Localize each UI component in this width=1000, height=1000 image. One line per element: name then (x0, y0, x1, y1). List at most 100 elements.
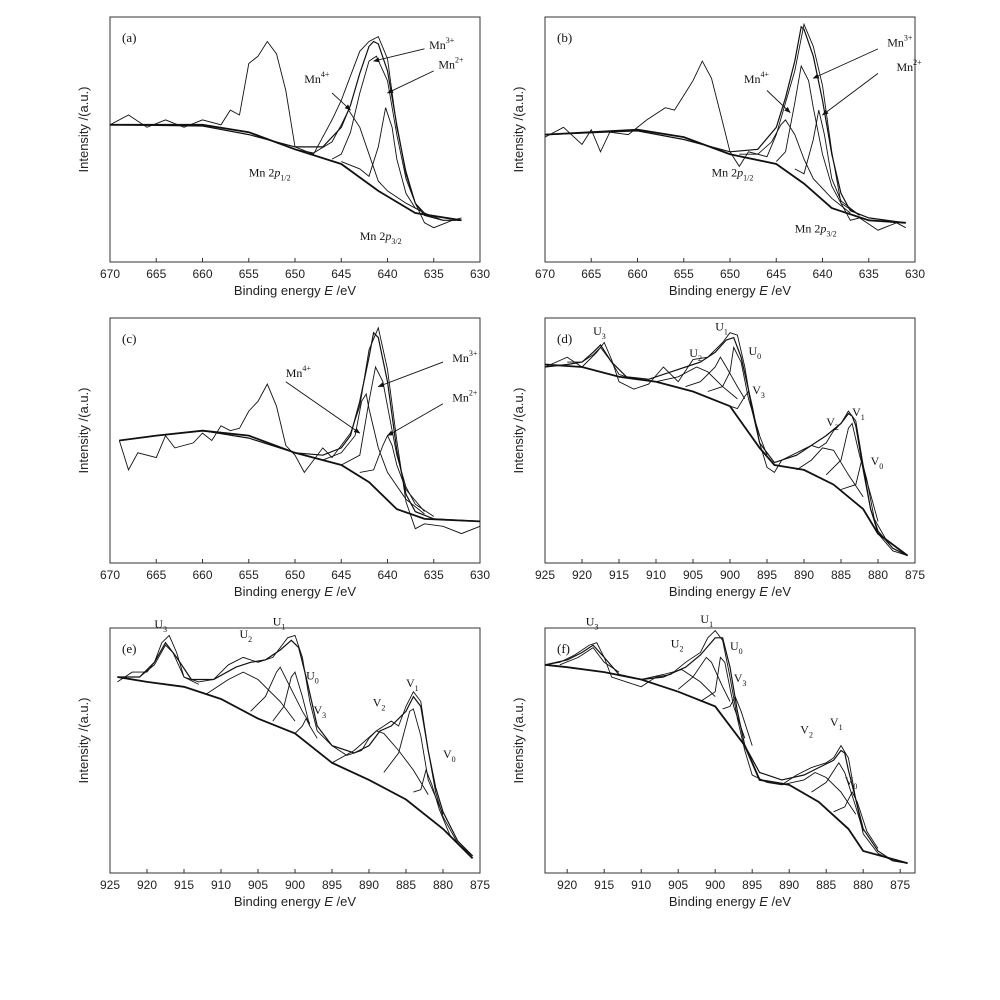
series-mn3plus (331, 55, 444, 221)
x-tick-label: 655 (239, 267, 259, 281)
y-axis-label: Intensity /(a.u.) (76, 87, 91, 173)
x-tick-label: 670 (100, 267, 120, 281)
panel-label: (e) (122, 641, 136, 656)
peak-annotation: V3 (314, 703, 327, 720)
series-fit-envelope (119, 331, 481, 522)
series-v3 (722, 695, 753, 746)
peak-annotation: U2 (689, 346, 702, 363)
x-tick-label: 660 (192, 267, 212, 281)
x-tick-label: 910 (646, 568, 666, 582)
series-mn3plus (341, 365, 435, 517)
panel-label: (f) (557, 641, 570, 656)
x-tick-label: 645 (331, 267, 351, 281)
peak-annotation: V0 (443, 747, 456, 764)
y-axis-label: Intensity /(a.u.) (76, 388, 91, 474)
peak-annotation: V0 (871, 454, 884, 471)
series-u2 (641, 669, 716, 697)
x-tick-label: 885 (816, 878, 836, 892)
series-v2 (331, 730, 429, 795)
x-tick-label: 925 (535, 568, 555, 582)
series-mn4plus (294, 109, 425, 214)
x-tick-label: 655 (674, 267, 694, 281)
plot-frame (109, 317, 481, 564)
peak-annotation: Mn 2p3/2 (360, 229, 402, 246)
series-fit-envelope (544, 336, 908, 557)
x-tick-label: 640 (377, 267, 397, 281)
baseline-line (119, 429, 481, 523)
series-u1 (250, 666, 311, 724)
x-tick-label: 900 (705, 878, 725, 892)
series-mn4plus (322, 392, 425, 515)
x-tick-label: 905 (248, 878, 268, 892)
series-fit-envelope (544, 25, 906, 224)
series-measured (544, 22, 907, 231)
peak-annotation: V2 (800, 722, 813, 739)
x-tick-label: 645 (766, 267, 786, 281)
x-tick-label: 895 (757, 568, 777, 582)
peak-annotation: U1 (273, 615, 286, 632)
series-v0 (833, 791, 879, 849)
baseline-line (544, 128, 906, 224)
x-tick-label: 890 (779, 878, 799, 892)
x-tick-label: 670 (100, 568, 120, 582)
series-v2 (796, 447, 864, 498)
x-tick-label: 910 (631, 878, 651, 892)
chart-panel-a: 670 665 660 655 650 645 640 635 630 Binding energ… (76, 16, 490, 298)
x-tick-label: 920 (137, 878, 157, 892)
panel-label: (c) (122, 331, 136, 346)
x-tick-label: 915 (174, 878, 194, 892)
x-tick-label: 915 (609, 568, 629, 582)
x-tick-label: 660 (192, 568, 212, 582)
series-v1 (383, 708, 444, 815)
peak-annotation: Mn4+ (286, 364, 312, 380)
series-u1 (685, 356, 746, 400)
peak-annotation: U1 (715, 319, 728, 336)
peak-annotation: U1 (700, 612, 713, 629)
x-tick-label: 645 (331, 568, 351, 582)
series-u0 (700, 656, 746, 739)
series-mn3plus (775, 64, 860, 216)
annotation-arrow (812, 48, 879, 79)
peak-annotation: U0 (306, 668, 319, 685)
series-u3 (567, 346, 634, 380)
x-tick-label: 635 (859, 267, 879, 281)
plot-frame (544, 16, 916, 263)
series-v0 (413, 768, 451, 837)
series-mn2plus (341, 107, 435, 219)
series-u1 (677, 656, 731, 702)
panel-label: (a) (122, 30, 136, 45)
chart-panel-f: 920 915 910 905 900 895 890 885 880 875 Binding en… (511, 612, 916, 909)
peak-annotation: V3 (734, 671, 747, 688)
plot-frame (109, 627, 481, 874)
y-axis-label: Intensity /(a.u.) (511, 698, 526, 784)
peak-annotation: Mn3+ (452, 349, 478, 365)
x-tick-label: 650 (720, 267, 740, 281)
x-axis-label: Binding energy E /eV (669, 283, 791, 298)
peak-annotation: U3 (586, 615, 599, 632)
chart-panel-e: 925 920 915 910 905 900 895 890 885 880 875 Binding… (76, 615, 490, 909)
x-tick-label: 925 (100, 878, 120, 892)
x-tick-label: 910 (211, 878, 231, 892)
series-mn2plus (359, 434, 425, 512)
peak-annotation: U0 (749, 344, 762, 361)
x-tick-label: 875 (890, 878, 910, 892)
peak-annotation: Mn 2p1/2 (712, 165, 754, 182)
x-tick-label: 885 (831, 568, 851, 582)
y-axis-label: Intensity /(a.u.) (511, 87, 526, 173)
x-tick-label: 665 (146, 267, 166, 281)
series-u2 (205, 671, 296, 722)
x-tick-label: 640 (812, 267, 832, 281)
series-v0 (840, 459, 886, 539)
series-measured (109, 35, 462, 229)
x-axis-label: Binding energy E /eV (234, 283, 356, 298)
series-u0 (272, 671, 311, 727)
annotation-arrow (377, 361, 444, 388)
x-axis-label: Binding energy E /eV (669, 894, 791, 909)
series-u0 (707, 345, 761, 436)
peak-annotation: V1 (852, 405, 865, 422)
x-axis-label: Binding energy E /eV (234, 584, 356, 599)
x-tick-label: 655 (239, 568, 259, 582)
x-axis-label: Binding energy E /eV (234, 894, 356, 909)
panel-label: (b) (557, 30, 572, 45)
series-v3 (294, 717, 318, 739)
